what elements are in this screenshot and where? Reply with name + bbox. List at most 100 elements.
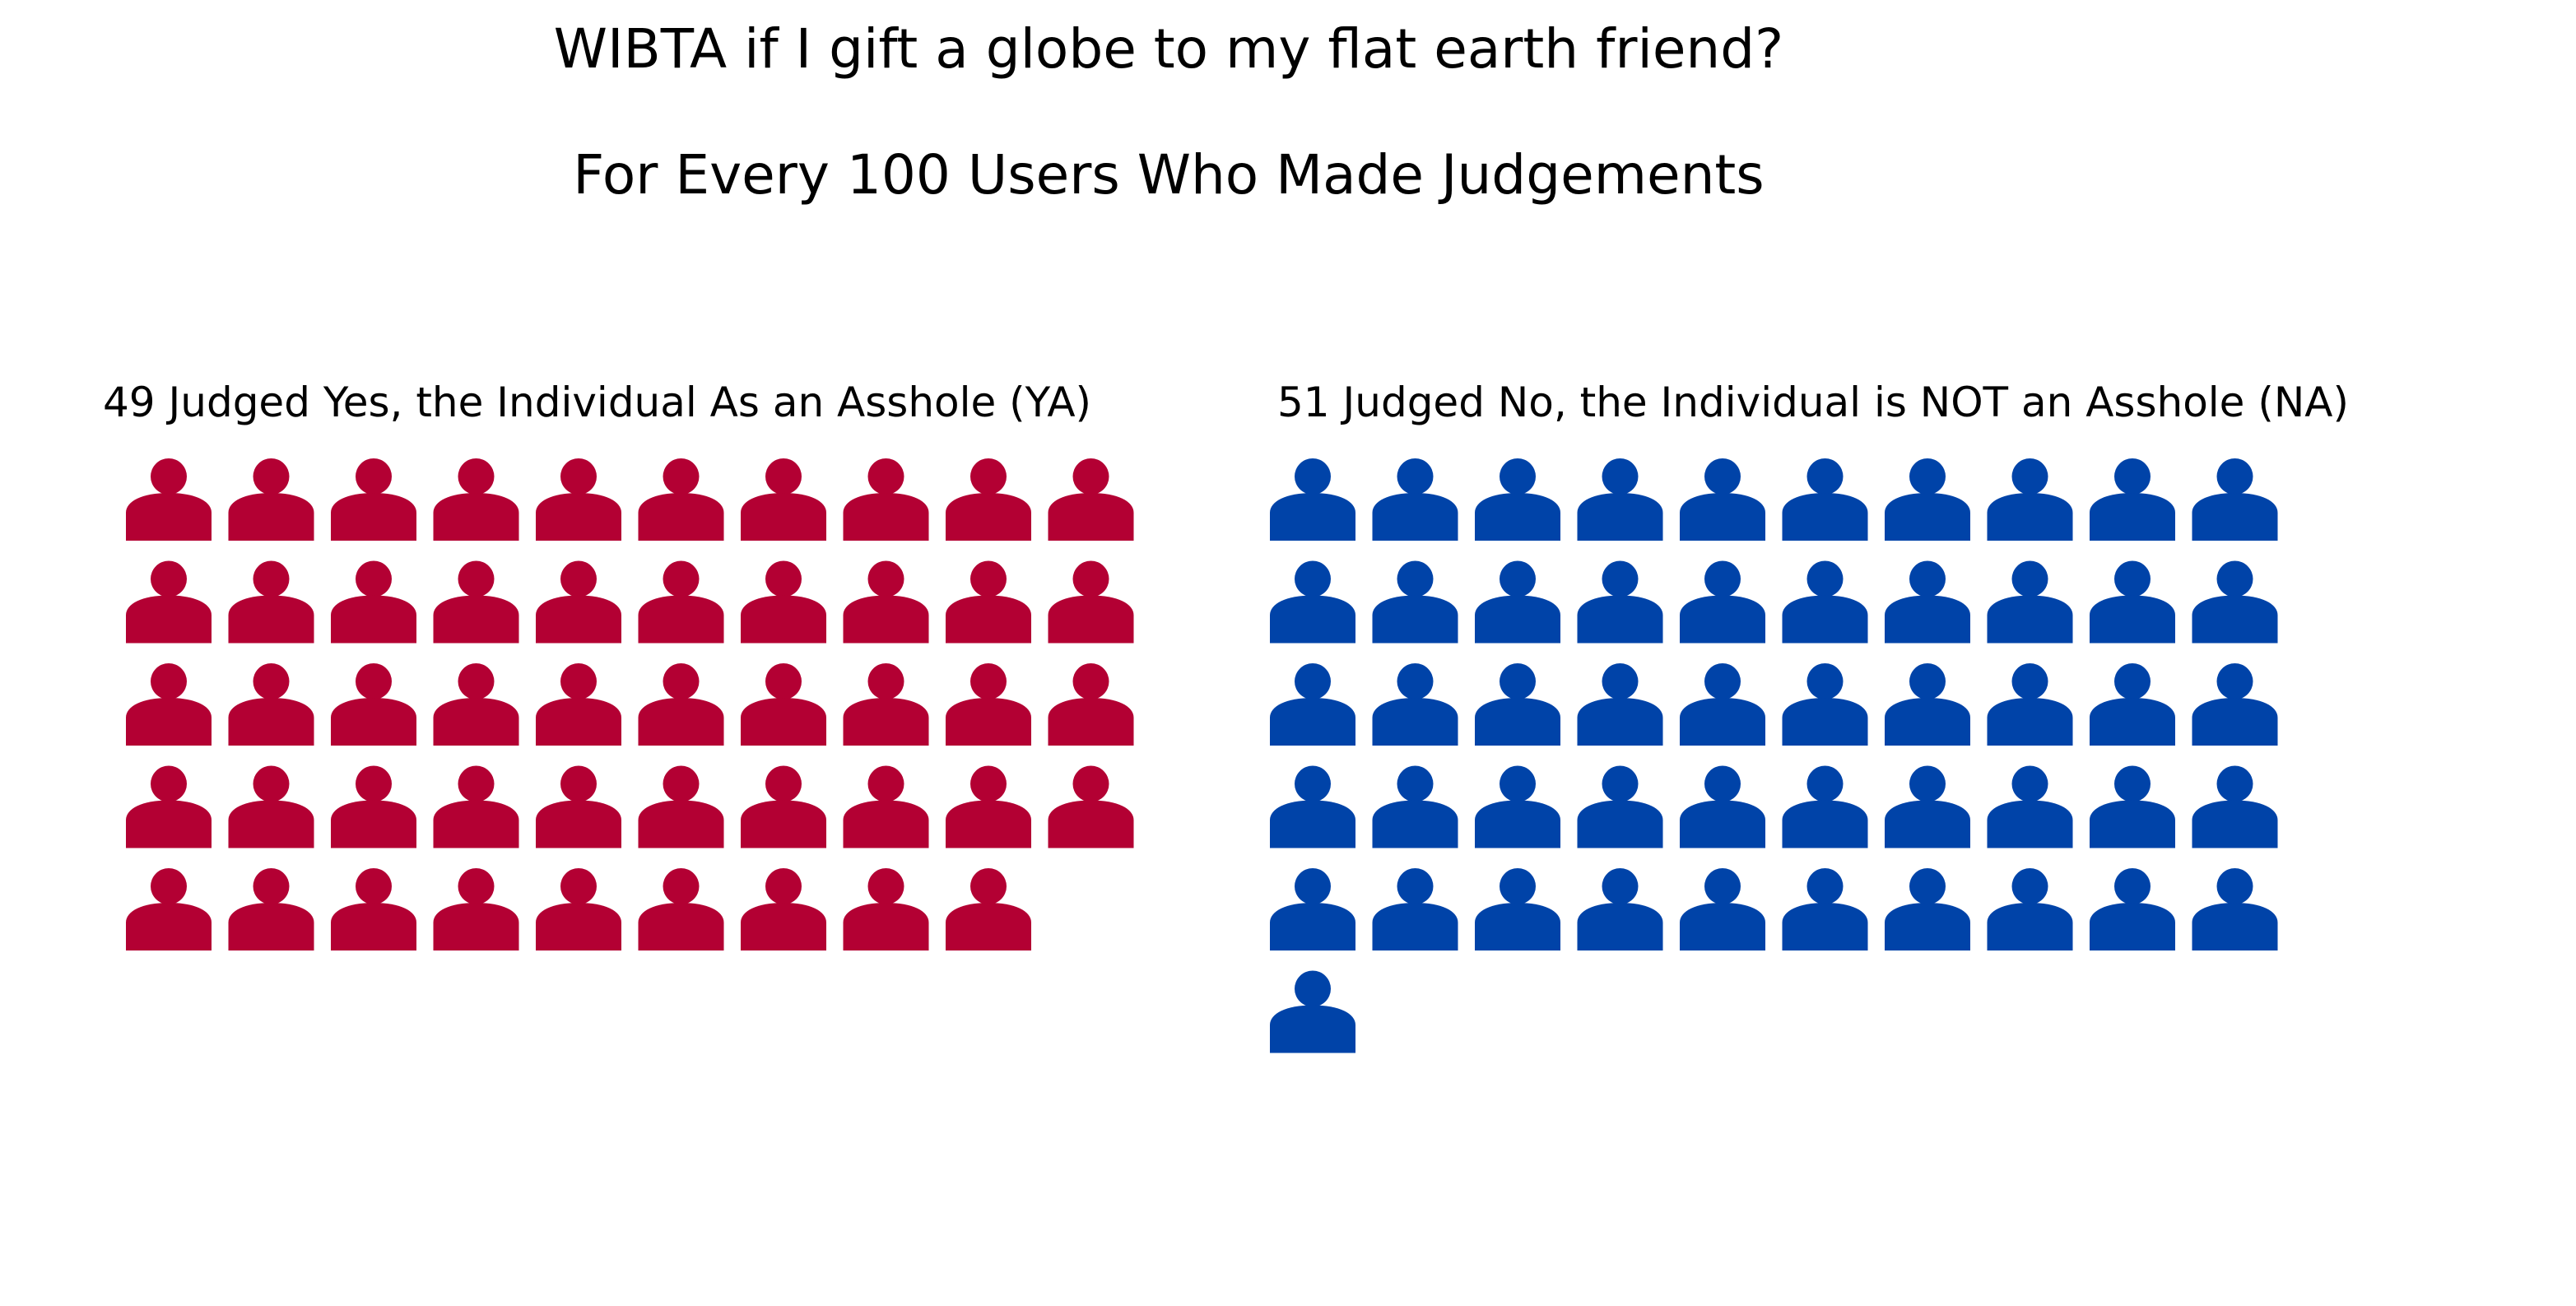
person-icon bbox=[1987, 458, 2073, 541]
person-icon bbox=[536, 868, 621, 950]
person-icon bbox=[1680, 663, 1765, 746]
person-icon bbox=[2090, 458, 2175, 541]
person-icon bbox=[228, 868, 314, 950]
person-icon bbox=[331, 868, 416, 950]
person-icon bbox=[1885, 663, 1970, 746]
person-icon bbox=[1475, 560, 1560, 644]
person-icon bbox=[946, 458, 1031, 541]
person-icon bbox=[1577, 765, 1663, 848]
person-icon bbox=[2192, 458, 2278, 541]
person-icon bbox=[843, 868, 929, 950]
person-icon bbox=[1885, 560, 1970, 644]
person-icon bbox=[433, 765, 519, 848]
person-icon bbox=[1475, 663, 1560, 746]
person-icon bbox=[1680, 765, 1765, 848]
person-icon bbox=[2090, 868, 2175, 950]
person-icon bbox=[1987, 560, 2073, 644]
chart-subtitle: For Every 100 Users Who Made Judgements bbox=[573, 143, 1764, 207]
person-icon bbox=[228, 663, 314, 746]
person-icon bbox=[433, 560, 519, 644]
chart-title: WIBTA if I gift a globe to my flat earth… bbox=[554, 17, 1783, 81]
person-icon bbox=[946, 765, 1031, 848]
person-icon bbox=[843, 663, 929, 746]
person-icon bbox=[1577, 663, 1663, 746]
person-icon bbox=[1987, 868, 2073, 950]
panel-na: 51 Judged No, the Individual is NOT an A… bbox=[1270, 379, 2349, 1053]
person-icon bbox=[536, 765, 621, 848]
person-icon bbox=[228, 560, 314, 644]
person-icon bbox=[126, 868, 212, 950]
person-icon bbox=[1577, 868, 1663, 950]
person-icon bbox=[1885, 765, 1970, 848]
person-icon bbox=[1782, 765, 1868, 848]
person-icon bbox=[1782, 868, 1868, 950]
person-icon bbox=[1475, 458, 1560, 541]
person-icon bbox=[536, 458, 621, 541]
person-icon bbox=[2192, 765, 2278, 848]
person-icon bbox=[2090, 765, 2175, 848]
person-icon bbox=[1987, 663, 2073, 746]
person-icon bbox=[1372, 868, 1458, 950]
person-icon bbox=[741, 560, 826, 644]
person-icon bbox=[1987, 765, 2073, 848]
person-icon bbox=[2090, 560, 2175, 644]
person-icon bbox=[741, 868, 826, 950]
person-icon bbox=[1048, 458, 1134, 541]
person-icon bbox=[536, 663, 621, 746]
person-icon bbox=[126, 458, 212, 541]
person-icon bbox=[2090, 663, 2175, 746]
person-icon bbox=[741, 458, 826, 541]
person-icon bbox=[2192, 868, 2278, 950]
person-icon bbox=[946, 560, 1031, 644]
person-icon bbox=[433, 868, 519, 950]
person-icon bbox=[1885, 458, 1970, 541]
person-icon bbox=[1270, 560, 1355, 644]
person-icon bbox=[1270, 868, 1355, 950]
person-icon bbox=[1048, 765, 1134, 848]
person-icon bbox=[946, 663, 1031, 746]
person-icon bbox=[1475, 765, 1560, 848]
person-icon bbox=[1680, 560, 1765, 644]
person-icon bbox=[1577, 560, 1663, 644]
person-icon bbox=[1270, 970, 1355, 1053]
person-icon bbox=[638, 663, 724, 746]
person-icon bbox=[126, 663, 212, 746]
person-icon bbox=[1048, 663, 1134, 746]
icon-grid-ya bbox=[126, 458, 1134, 950]
person-icon bbox=[331, 458, 416, 541]
person-icon bbox=[1270, 458, 1355, 541]
person-icon bbox=[1372, 560, 1458, 644]
person-icon bbox=[1270, 663, 1355, 746]
person-icon bbox=[741, 663, 826, 746]
person-icon bbox=[1372, 458, 1458, 541]
person-icon bbox=[1680, 458, 1765, 541]
person-icon bbox=[228, 765, 314, 848]
person-icon bbox=[331, 765, 416, 848]
person-icon bbox=[433, 663, 519, 746]
person-icon bbox=[843, 765, 929, 848]
person-icon bbox=[741, 765, 826, 848]
person-icon bbox=[638, 560, 724, 644]
person-icon bbox=[1475, 868, 1560, 950]
person-icon bbox=[638, 765, 724, 848]
person-icon bbox=[638, 458, 724, 541]
person-icon bbox=[126, 765, 212, 848]
person-icon bbox=[1372, 663, 1458, 746]
person-icon bbox=[1782, 560, 1868, 644]
person-icon bbox=[1577, 458, 1663, 541]
person-icon bbox=[843, 458, 929, 541]
person-icon bbox=[2192, 663, 2278, 746]
person-icon bbox=[126, 560, 212, 644]
person-icon bbox=[946, 868, 1031, 950]
person-icon bbox=[1885, 868, 1970, 950]
icon-grid-na bbox=[1270, 458, 2278, 1053]
person-icon bbox=[433, 458, 519, 541]
person-icon bbox=[536, 560, 621, 644]
person-icon bbox=[1270, 765, 1355, 848]
panel-ya: 49 Judged Yes, the Individual As an Assh… bbox=[103, 379, 1134, 950]
panel-label-na: 51 Judged No, the Individual is NOT an A… bbox=[1277, 379, 2349, 426]
person-icon bbox=[331, 663, 416, 746]
person-icon bbox=[1372, 765, 1458, 848]
person-icon bbox=[2192, 560, 2278, 644]
